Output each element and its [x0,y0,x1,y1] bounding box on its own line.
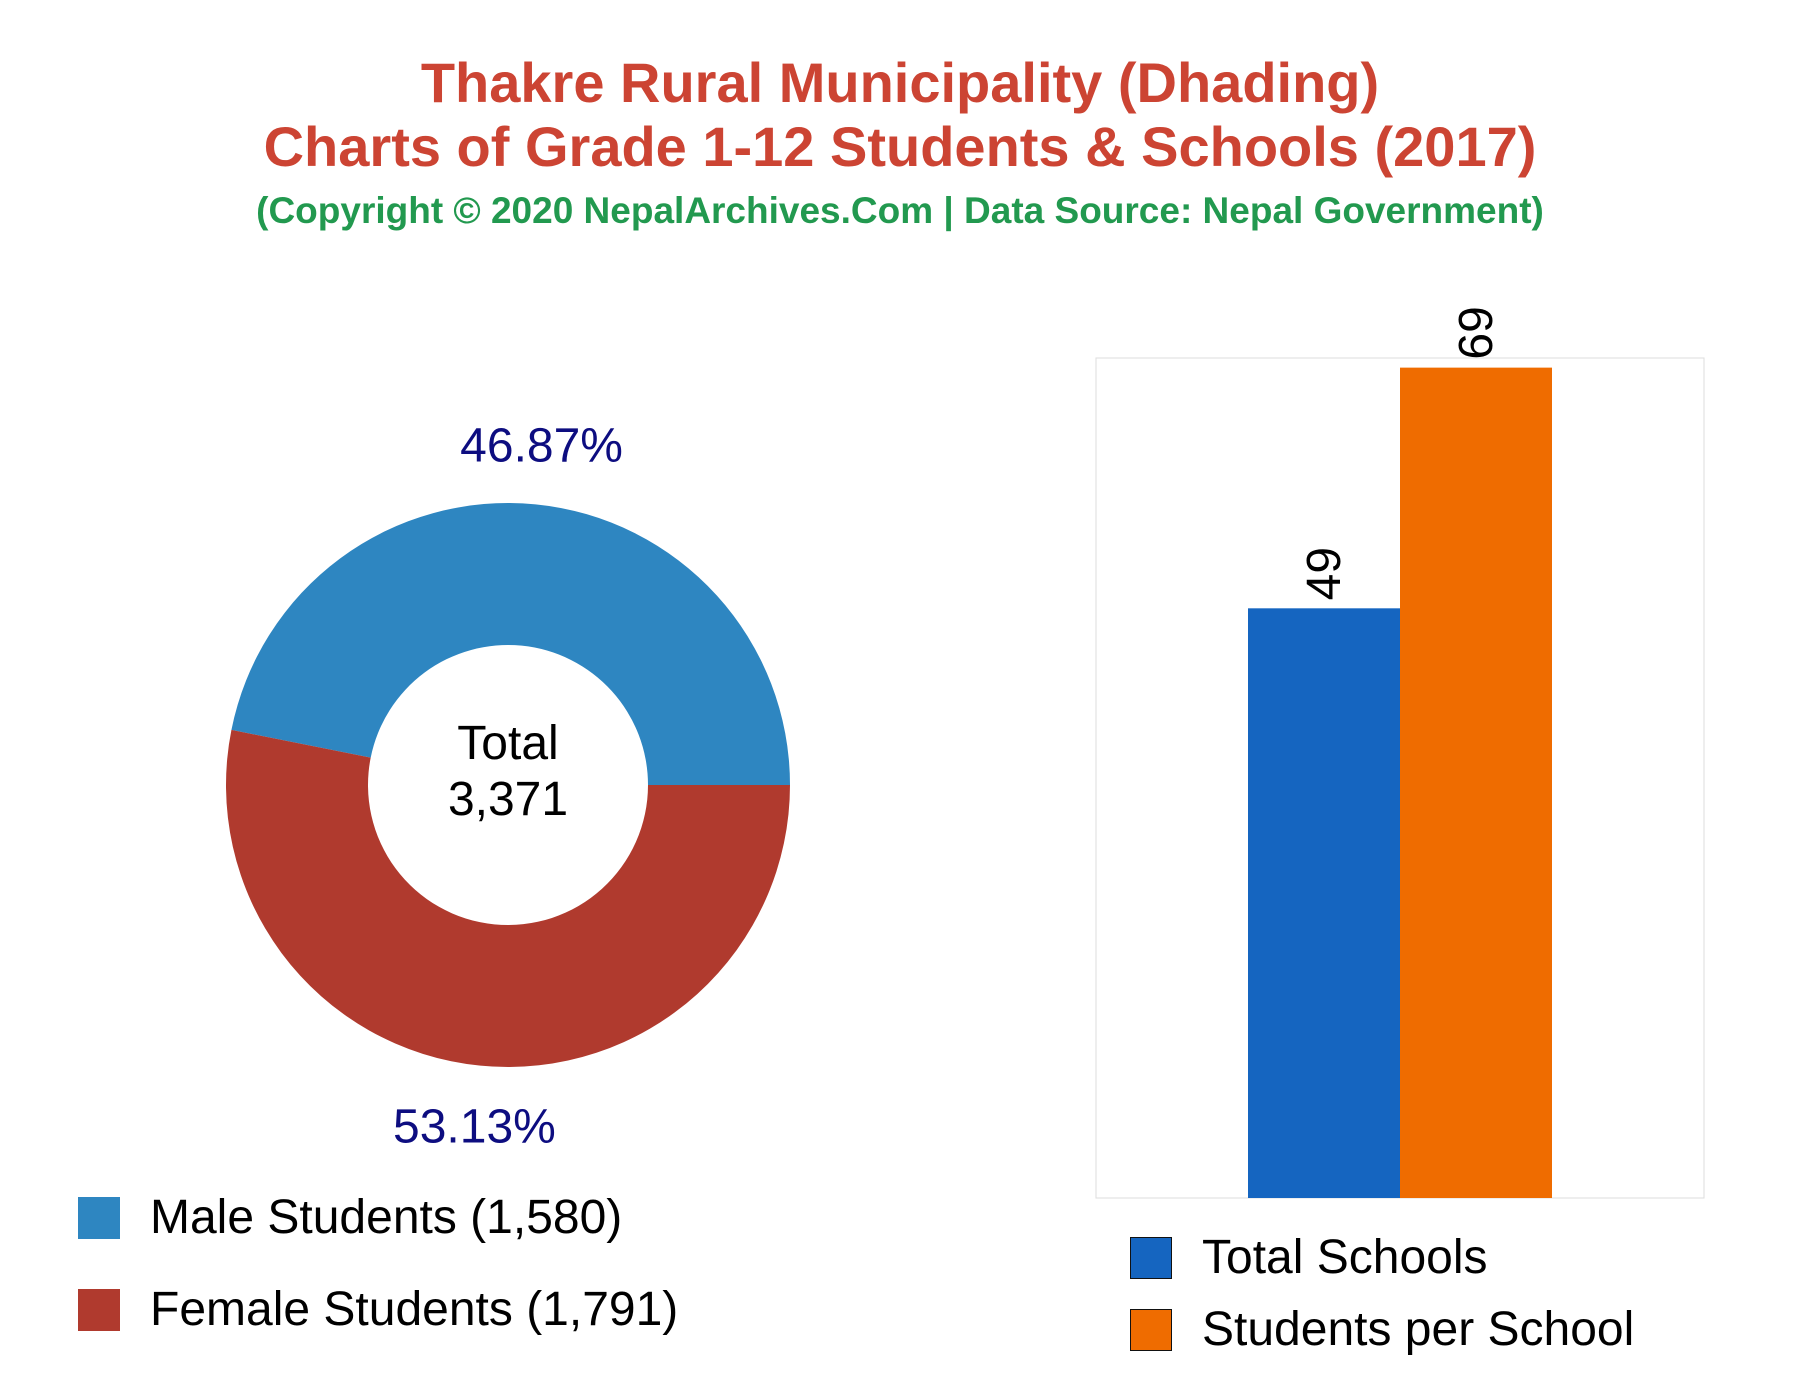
legend-item-female: Female Students (1,791) [78,1282,678,1337]
legend-label-total-schools: Total Schools [1202,1231,1488,1284]
legend-label-female: Female Students (1,791) [150,1283,679,1336]
donut-legend: Male Students (1,580) Female Students (1… [78,1190,778,1370]
chart-title-line-2: Charts of Grade 1-12 Students & Schools … [263,115,1537,178]
donut-center-value: 3,371 [448,773,568,826]
legend-label-students-per-school: Students per School [1202,1303,1635,1356]
donut-center-label: Total [457,717,558,770]
chart-title-line-1: Thakre Rural Municipality (Dhading) [420,51,1380,114]
bar-value-label-1: 69 [1450,306,1503,359]
legend-swatch-male [78,1196,120,1239]
legend-swatch-total-schools [1130,1236,1172,1279]
legend-swatch-female [78,1288,120,1331]
legend-item-students-per-school: Students per School [1130,1302,1634,1357]
bar-0 [1248,608,1400,1198]
donut-percent-label-0: 46.87% [460,420,623,473]
legend-item-male: Male Students (1,580) [78,1190,622,1245]
legend-swatch-students-per-school [1130,1308,1172,1351]
bar-chart: 49 69 [1095,306,1705,1199]
donut-percent-label-1: 53.13% [393,1100,556,1153]
bar-1 [1400,367,1552,1198]
bar-value-label-0: 49 [1298,547,1351,600]
legend-item-total-schools: Total Schools [1130,1230,1488,1285]
bar-legend: Total Schools Students per School [1130,1230,1750,1390]
donut-slice-0 [231,502,791,785]
chart-subtitle: (Copyright © 2020 NepalArchives.Com | Da… [256,190,1544,231]
legend-label-male: Male Students (1,580) [150,1191,623,1244]
donut-slice-1 [226,729,790,1067]
